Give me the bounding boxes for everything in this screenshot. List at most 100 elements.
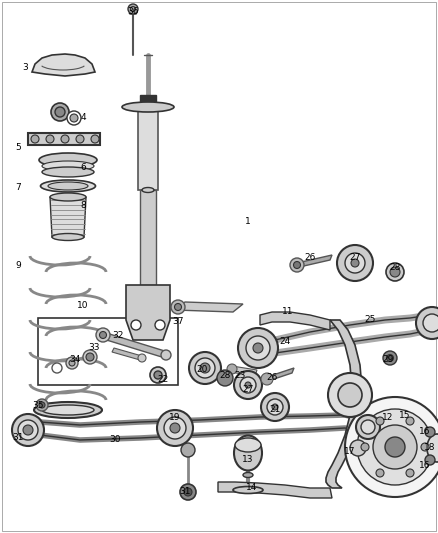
Ellipse shape xyxy=(42,405,94,415)
Circle shape xyxy=(376,469,384,477)
Text: 16: 16 xyxy=(419,427,431,437)
Circle shape xyxy=(240,377,256,393)
Circle shape xyxy=(174,303,181,311)
Ellipse shape xyxy=(427,434,438,462)
Circle shape xyxy=(184,488,192,496)
Circle shape xyxy=(421,443,429,451)
Text: 14: 14 xyxy=(246,482,258,491)
Circle shape xyxy=(425,455,435,465)
Text: 13: 13 xyxy=(242,456,254,464)
Circle shape xyxy=(86,353,94,361)
Ellipse shape xyxy=(122,102,174,112)
Circle shape xyxy=(66,357,78,369)
Text: 16: 16 xyxy=(419,461,431,470)
Circle shape xyxy=(51,103,69,121)
Polygon shape xyxy=(140,190,156,285)
Polygon shape xyxy=(112,348,142,360)
Circle shape xyxy=(99,332,106,338)
Text: 35: 35 xyxy=(32,400,44,409)
Text: 3: 3 xyxy=(22,62,28,71)
Circle shape xyxy=(180,484,196,500)
Polygon shape xyxy=(175,302,243,312)
Text: 27: 27 xyxy=(350,254,360,262)
Circle shape xyxy=(83,350,97,364)
Circle shape xyxy=(385,437,405,457)
Text: 17: 17 xyxy=(344,448,356,456)
Circle shape xyxy=(195,358,215,378)
Text: 37: 37 xyxy=(172,318,184,327)
Text: 31: 31 xyxy=(12,433,24,442)
Text: 28: 28 xyxy=(219,370,231,379)
Circle shape xyxy=(338,383,362,407)
Circle shape xyxy=(67,111,81,125)
Circle shape xyxy=(406,417,414,425)
Circle shape xyxy=(200,363,210,373)
Text: 12: 12 xyxy=(382,414,394,423)
Text: 23: 23 xyxy=(234,370,246,379)
Text: 34: 34 xyxy=(69,356,81,365)
Text: 28: 28 xyxy=(389,263,401,272)
Text: 4: 4 xyxy=(80,114,86,123)
Text: 10: 10 xyxy=(77,302,89,311)
Text: 21: 21 xyxy=(269,406,281,415)
Circle shape xyxy=(328,373,372,417)
Circle shape xyxy=(376,417,384,425)
Polygon shape xyxy=(230,366,257,376)
Circle shape xyxy=(272,404,278,410)
Text: 36: 36 xyxy=(127,7,139,17)
Ellipse shape xyxy=(34,402,102,418)
Text: 8: 8 xyxy=(80,200,86,209)
Circle shape xyxy=(69,360,75,366)
Circle shape xyxy=(157,410,193,446)
Bar xyxy=(140,95,156,107)
Circle shape xyxy=(361,420,375,434)
Text: 26: 26 xyxy=(304,254,316,262)
Text: 22: 22 xyxy=(157,376,169,384)
Circle shape xyxy=(12,414,44,446)
Circle shape xyxy=(91,135,99,143)
Circle shape xyxy=(245,382,251,388)
Text: 18: 18 xyxy=(424,443,436,453)
Text: 29: 29 xyxy=(382,356,394,365)
Circle shape xyxy=(390,267,400,277)
Polygon shape xyxy=(50,197,86,237)
Polygon shape xyxy=(326,320,362,488)
Ellipse shape xyxy=(52,233,84,240)
Ellipse shape xyxy=(50,193,86,201)
Text: 20: 20 xyxy=(196,366,208,375)
Circle shape xyxy=(52,363,62,373)
Text: 25: 25 xyxy=(364,316,376,325)
Circle shape xyxy=(267,399,283,415)
Circle shape xyxy=(161,350,171,360)
Circle shape xyxy=(39,402,45,408)
Text: 32: 32 xyxy=(112,332,124,341)
Circle shape xyxy=(128,4,138,14)
Ellipse shape xyxy=(42,167,94,177)
Circle shape xyxy=(61,135,69,143)
Circle shape xyxy=(131,6,135,12)
Circle shape xyxy=(261,373,273,385)
Text: 27: 27 xyxy=(242,385,254,394)
Circle shape xyxy=(356,415,380,439)
Ellipse shape xyxy=(142,188,154,192)
Circle shape xyxy=(227,364,237,374)
Ellipse shape xyxy=(48,182,88,190)
Circle shape xyxy=(234,371,262,399)
Ellipse shape xyxy=(40,180,95,192)
Circle shape xyxy=(70,114,78,122)
Bar xyxy=(38,318,178,385)
Circle shape xyxy=(55,107,65,117)
Circle shape xyxy=(383,351,397,365)
Circle shape xyxy=(425,427,435,437)
Ellipse shape xyxy=(243,472,253,478)
Polygon shape xyxy=(126,285,170,340)
Circle shape xyxy=(171,300,185,314)
Circle shape xyxy=(31,135,39,143)
Circle shape xyxy=(373,425,417,469)
Ellipse shape xyxy=(233,487,263,494)
Circle shape xyxy=(170,423,180,433)
Polygon shape xyxy=(100,332,168,358)
Circle shape xyxy=(246,336,270,360)
Circle shape xyxy=(261,393,289,421)
Circle shape xyxy=(155,320,165,330)
